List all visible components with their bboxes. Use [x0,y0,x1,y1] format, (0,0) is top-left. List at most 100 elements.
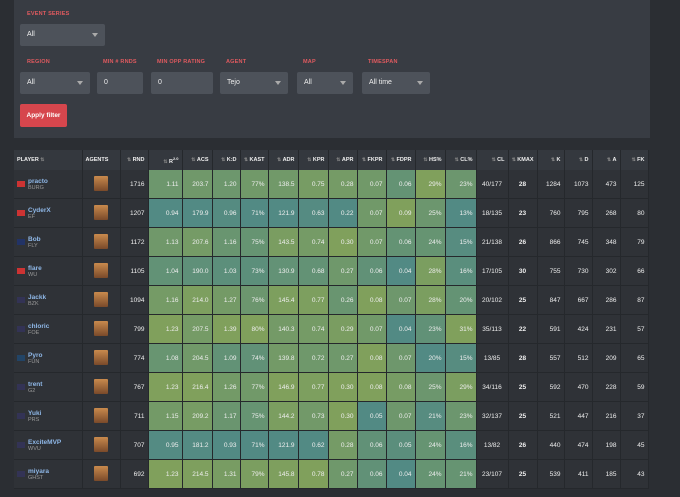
stat-cell: 1.23 [148,459,183,489]
stat-cell: 20/102 [476,285,509,315]
player-cell: ExciteMVP WVU [14,430,83,460]
stat-cell: 34/116 [476,372,509,402]
agent-select[interactable]: Tejo [220,72,288,94]
player-name[interactable]: Pyro [28,351,43,359]
stat-cell: 470 [564,372,593,402]
flag [17,297,25,303]
stat-cell: 557 [537,343,565,373]
stat-cell: 592 [537,372,565,402]
stat-cell: 198 [592,430,621,460]
stat-cell: 1.08 [148,343,183,373]
team-tag: EF [28,213,36,220]
column-header: ⇅ FK [620,150,649,170]
region-select[interactable]: All [20,72,90,94]
player-name[interactable]: Bob [28,235,41,243]
column-header: ⇅ KMAX [508,150,538,170]
stat-cell: 1.31 [212,459,241,489]
stat-cell: 13/82 [476,430,509,460]
stat-cell: 28 [508,343,538,373]
flag [17,181,25,187]
player-name[interactable]: trent [28,380,43,388]
stat-cell: 0.08 [357,372,387,402]
player-name[interactable]: Yuki [28,409,42,417]
stat-cell: 0.27 [328,256,358,286]
stat-cell: 181.2 [182,430,213,460]
stat-cell: 25 [508,401,538,431]
header-text: FK [637,157,645,163]
player-name[interactable]: miyara [28,467,49,475]
min-opp-rating-input[interactable]: 0 [151,72,213,94]
player-cell: practo BURG [14,170,83,199]
header-text: ACS [196,157,209,163]
header-text: KPR [312,157,325,163]
stat-cell: 209.2 [182,401,213,431]
min-rounds-input[interactable]: 0 [97,72,143,94]
stat-cell: 1716 [120,170,149,199]
stat-cell: 75% [240,227,269,257]
player-name[interactable]: Jackk [28,293,47,301]
stat-cell: 31% [445,314,477,344]
stat-cell: 207.6 [182,227,213,257]
player-name[interactable]: flare [28,264,42,272]
stat-cell: 16% [445,256,477,286]
stat-cell: 21% [445,459,477,489]
stat-cell: 667 [564,285,593,315]
player-cell: CyderX EF [14,198,83,228]
column-header: ⇅ R2.0 [148,150,183,170]
flag [17,210,25,216]
stat-cell: 0.06 [357,430,387,460]
stat-cell: 730 [564,256,593,286]
timespan-select[interactable]: All time [362,72,430,94]
stat-cell: 1.13 [148,227,183,257]
stat-cell: 23% [445,170,477,199]
stat-cell: 216 [592,401,621,431]
stat-cell: 767 [120,372,149,402]
column-header: ⇅ CL% [445,150,477,170]
map-select[interactable]: All [297,72,353,94]
stat-cell: 13/85 [476,343,509,373]
player-name[interactable]: ExciteMVP [28,438,62,446]
stat-cell: 1.23 [148,314,183,344]
stat-cell: 591 [537,314,565,344]
stat-cell: 847 [537,285,565,315]
player-name[interactable]: chloric [28,322,50,330]
stat-cell: 0.77 [298,285,329,315]
stat-cell: 21% [415,401,446,431]
stat-cell: 0.06 [386,170,416,199]
stat-cell: 79% [240,459,269,489]
team-tag: PRS [28,416,40,423]
event-series-select[interactable]: All [20,24,105,46]
stat-cell: 146.9 [268,372,299,402]
stat-cell: 22 [508,314,538,344]
stat-cell: 0.74 [298,314,329,344]
stat-cell: 1.17 [212,401,241,431]
stat-cell: 45 [620,430,649,460]
player-name[interactable]: practo [28,177,48,185]
header-row: PLAYER ⇅ AGENTS ⇅ RND ⇅ R2.0 ⇅ ACS ⇅ K:D ⇅ KAS… [14,150,649,170]
filter-label: MIN # RNDS [103,59,137,65]
agents-cell [82,170,121,199]
stat-cell: 80% [240,314,269,344]
stat-cell: 774 [120,343,149,373]
team-tag: BZK [28,300,39,307]
agents-cell [82,430,121,460]
stat-cell: 71% [240,198,269,228]
stat-cell: 0.93 [212,430,241,460]
stat-cell: 23 [508,198,538,228]
stat-cell: 0.07 [357,227,387,257]
stat-cell: 228 [592,372,621,402]
player-name[interactable]: CyderX [28,206,51,214]
filter-label: TIMESPAN [368,59,398,65]
stat-cell: 216.4 [182,372,213,402]
header-text: A [612,157,617,163]
stat-cell: 65 [620,343,649,373]
stat-cell: 75% [240,401,269,431]
stat-cell: 77% [240,372,269,402]
stat-cell: 1094 [120,285,149,315]
stat-cell: 25% [415,198,446,228]
stat-cell: 24% [415,459,446,489]
stat-cell: 0.73 [298,401,329,431]
stat-cell: 539 [537,459,565,489]
stat-cell: 71% [240,430,269,460]
apply-filter-button[interactable]: Apply filter [20,104,67,127]
